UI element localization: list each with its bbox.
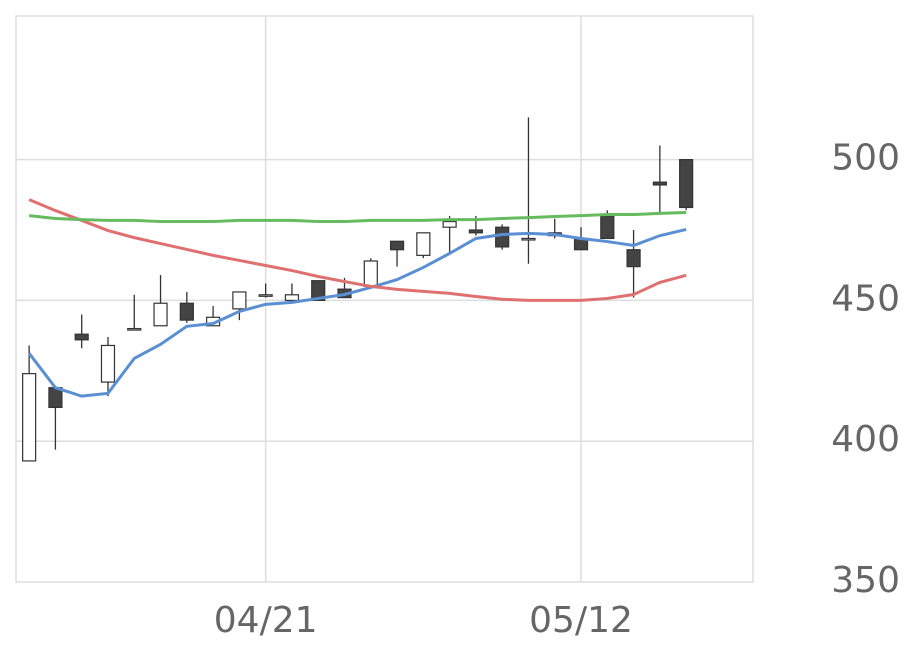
candle-body xyxy=(521,237,536,241)
candle-body xyxy=(363,260,378,287)
candle-body xyxy=(284,294,300,302)
candle-body xyxy=(258,294,273,297)
candle-body xyxy=(679,159,694,209)
candle-body xyxy=(626,249,641,268)
y-tick-label: 400 xyxy=(831,419,900,460)
candle-body xyxy=(22,373,37,462)
candle-body xyxy=(468,229,483,234)
candle-body xyxy=(389,240,405,251)
candle-body xyxy=(179,302,194,321)
moving-average xyxy=(28,211,687,224)
candle-body xyxy=(600,215,615,240)
candle-body xyxy=(100,344,116,383)
candle-body xyxy=(652,181,667,186)
candle-body xyxy=(495,226,510,248)
candle-body xyxy=(442,220,457,228)
candle-body xyxy=(311,280,326,302)
candle-body xyxy=(416,232,431,256)
y-tick-label: 450 xyxy=(831,278,900,319)
candle-body xyxy=(127,327,142,331)
x-tick-label: 05/12 xyxy=(529,600,633,641)
moving-average xyxy=(28,198,687,302)
y-tick-label: 350 xyxy=(831,560,900,601)
y-tick-label: 500 xyxy=(831,138,900,179)
candle-body xyxy=(232,291,247,310)
candle-body xyxy=(74,333,89,341)
moving-average xyxy=(27,227,687,398)
plot-frame xyxy=(15,15,754,583)
candle-body xyxy=(153,302,168,327)
x-tick-label: 04/21 xyxy=(214,600,318,641)
